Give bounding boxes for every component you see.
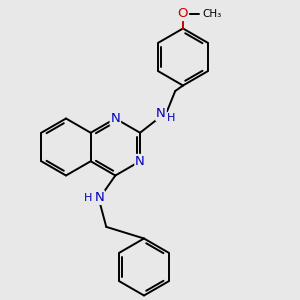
Text: H: H: [84, 193, 92, 202]
Text: O: O: [178, 7, 188, 20]
Text: N: N: [94, 191, 104, 204]
Text: CH₃: CH₃: [202, 9, 221, 19]
Text: N: N: [135, 155, 145, 168]
Text: N: N: [156, 107, 166, 120]
Text: N: N: [110, 112, 120, 125]
Text: H: H: [167, 113, 176, 123]
